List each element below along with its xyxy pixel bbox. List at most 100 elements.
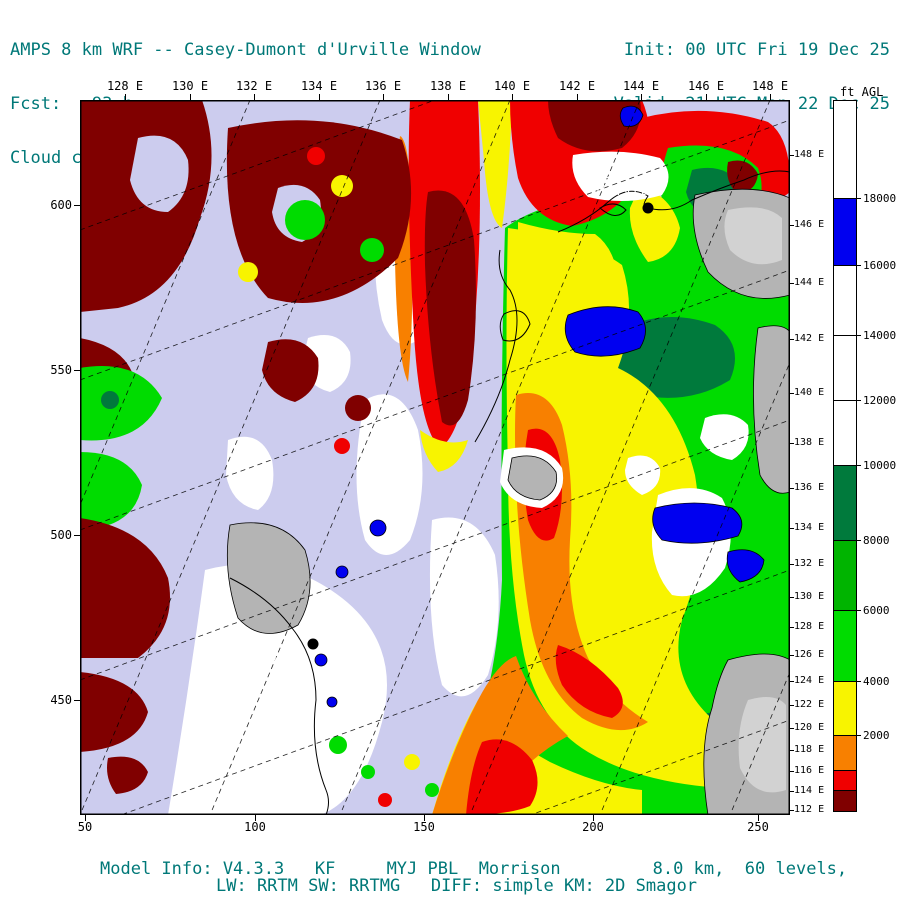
colorbar-segment: [833, 265, 857, 335]
contour-fill-regions: [80, 100, 790, 815]
station-marker-dumont: [642, 202, 654, 214]
top-axis-tick: [448, 94, 449, 100]
top-axis-tick: [319, 94, 320, 100]
right-meridian-label: 116 E: [794, 765, 825, 776]
right-axis-tick: [790, 597, 794, 598]
colorbar-tick: [857, 540, 861, 541]
right-axis-tick: [790, 283, 794, 284]
init-time: Init: 00 UTC Fri 19 Dec 25: [623, 40, 890, 60]
colorbar-frame: [833, 100, 857, 812]
station-label-dumont-line2: d'Urville: [592, 184, 663, 199]
right-meridian-label: 146 E: [794, 219, 825, 230]
top-axis-tick: [383, 94, 384, 100]
footer-line2: LW: RRTM SW: RRTMG DIFF: simple KM: 2D S…: [216, 876, 698, 896]
left-axis-tick: [74, 535, 80, 536]
top-axis-tick-label: 138 E: [429, 79, 467, 93]
top-axis-tick-label: 128 E: [106, 79, 144, 93]
left-axis-tick: [74, 370, 80, 371]
left-axis-tick-label: 550: [50, 363, 72, 377]
bottom-axis-tick: [424, 815, 425, 821]
top-axis-tick: [706, 94, 707, 100]
colorbar-segment: [833, 400, 857, 465]
right-meridian-label: 130 E: [794, 591, 825, 602]
colorbar-tick: [857, 681, 861, 682]
colorbar-segment: [833, 610, 857, 681]
right-axis-tick: [790, 810, 794, 811]
right-meridian-label: 124 E: [794, 675, 825, 686]
right-meridian-label: 118 E: [794, 744, 825, 755]
colorbar-tick-label: 4000: [863, 675, 890, 688]
top-axis-tick-label: 148 E: [751, 79, 789, 93]
colorbar-tick-label: 14000: [863, 329, 897, 342]
colorbar-tick-label: 6000: [863, 604, 890, 617]
map-frame: [80, 100, 790, 815]
colorbar-segment: [833, 335, 857, 400]
plot-title: AMPS 8 km WRF -- Casey-Dumont d'Urville …: [10, 40, 481, 60]
top-axis-tick: [577, 94, 578, 100]
right-meridian-label: 148 E: [794, 149, 825, 160]
colorbar-segment: [833, 735, 857, 770]
top-axis-tick: [125, 94, 126, 100]
top-axis-tick-label: 140 E: [493, 79, 531, 93]
colorbar-tick: [857, 400, 861, 401]
right-axis-tick: [790, 488, 794, 489]
left-axis-tick: [74, 205, 80, 206]
top-axis-tick-label: 134 E: [300, 79, 338, 93]
right-axis-tick: [790, 655, 794, 656]
right-meridian-label: 120 E: [794, 722, 825, 733]
top-axis-tick-label: 144 E: [622, 79, 660, 93]
station-markers: Dumont d'Urville Casey: [250, 167, 663, 666]
top-axis-tick: [190, 94, 191, 100]
left-axis-tick: [74, 700, 80, 701]
top-axis-tick-label: 146 E: [687, 79, 725, 93]
right-axis-tick: [790, 393, 794, 394]
bottom-axis-tick-label: 150: [413, 820, 435, 834]
top-axis-tick: [770, 94, 771, 100]
top-axis-tick-label: 130 E: [171, 79, 209, 93]
top-axis-tick: [254, 94, 255, 100]
right-meridian-label: 136 E: [794, 482, 825, 493]
colorbar-tick: [857, 198, 861, 199]
bottom-axis-tick-label: 100: [244, 820, 266, 834]
bottom-axis-tick: [593, 815, 594, 821]
right-meridian-label: 142 E: [794, 333, 825, 344]
bottom-axis-tick: [85, 815, 86, 821]
right-axis-tick: [790, 627, 794, 628]
colorbar-tick: [857, 265, 861, 266]
right-meridian-label: 112 E: [794, 804, 825, 815]
right-meridian-label: 144 E: [794, 277, 825, 288]
colorbar-tick-label: 8000: [863, 534, 890, 547]
colorbar-tick-label: 18000: [863, 192, 897, 205]
colorbar-segment: [833, 465, 857, 540]
right-axis-tick: [790, 771, 794, 772]
colorbar-title: ft AGL: [840, 85, 884, 99]
station-label-dumont-line1: Dumont: [580, 167, 627, 182]
right-axis-tick: [790, 339, 794, 340]
right-axis-tick: [790, 681, 794, 682]
right-axis-tick: [790, 225, 794, 226]
right-axis-tick: [790, 155, 794, 156]
right-meridian-label: 122 E: [794, 699, 825, 710]
right-meridian-label: 114 E: [794, 785, 825, 796]
colorbar-tick: [857, 610, 861, 611]
right-meridian-label: 128 E: [794, 621, 825, 632]
left-axis-tick-label: 500: [50, 528, 72, 542]
colorbar-tick-label: 2000: [863, 729, 890, 742]
colorbar-segment: [833, 540, 857, 610]
right-axis-tick: [790, 705, 794, 706]
bottom-axis-tick: [255, 815, 256, 821]
right-axis-tick: [790, 528, 794, 529]
colorbar-segment: [833, 790, 857, 812]
right-axis-tick: [790, 443, 794, 444]
colorbar-tick-label: 10000: [863, 459, 897, 472]
left-axis-tick-label: 450: [50, 693, 72, 707]
right-meridian-label: 134 E: [794, 522, 825, 533]
bottom-axis-tick-label: 200: [582, 820, 604, 834]
coastlines: [229, 170, 790, 815]
right-meridian-label: 138 E: [794, 437, 825, 448]
station-label-casey: Casey: [250, 651, 289, 666]
right-meridian-label: 132 E: [794, 558, 825, 569]
right-axis-tick: [790, 728, 794, 729]
right-meridian-label: 126 E: [794, 649, 825, 660]
